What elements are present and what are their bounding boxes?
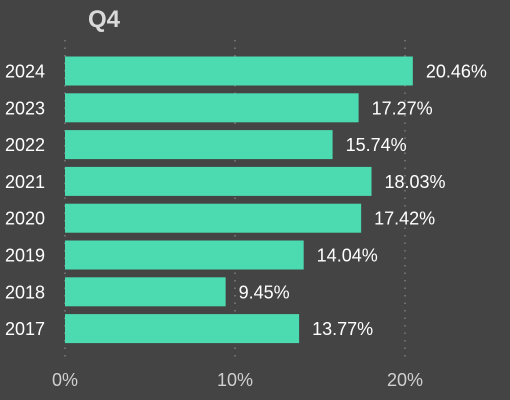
category-label-2021: 2021	[5, 172, 45, 192]
gridlines	[64, 40, 406, 360]
category-label-2020: 2020	[5, 209, 45, 229]
value-label-2020: 17.42%	[374, 209, 435, 229]
bar-2024	[65, 56, 413, 86]
category-label-2022: 2022	[5, 135, 45, 155]
value-axis: 0% 10% 20%	[52, 370, 423, 390]
value-label-2019: 14.04%	[317, 246, 378, 266]
bar-2020	[65, 203, 362, 233]
bar-2022	[65, 130, 333, 160]
value-label-2017: 13.77%	[312, 319, 373, 339]
value-label-2018: 9.45%	[239, 282, 290, 302]
value-label-2023: 17.27%	[372, 98, 433, 118]
category-axis: 2024 2023 2022 2021 2020 2019 2018 2017	[5, 62, 45, 340]
bar-2019	[65, 240, 304, 270]
category-label-2017: 2017	[5, 319, 45, 339]
x-tick-label: 10%	[217, 370, 253, 390]
chart-title: Q4	[88, 6, 121, 33]
category-label-2023: 2023	[5, 98, 45, 118]
bar-2018	[65, 277, 226, 307]
bar-2017	[65, 314, 300, 344]
value-label-2021: 18.03%	[385, 172, 446, 192]
x-tick-label: 20%	[387, 370, 423, 390]
bar-2021	[65, 166, 372, 196]
bar-2023	[65, 93, 359, 123]
bars	[65, 56, 413, 344]
value-labels: 20.46% 17.27% 15.74% 18.03% 17.42% 14.04% 9.45…	[239, 62, 487, 340]
category-label-2018: 2018	[5, 282, 45, 302]
value-label-2022: 15.74%	[346, 135, 407, 155]
category-label-2024: 2024	[5, 62, 45, 82]
category-label-2019: 2019	[5, 246, 45, 266]
x-tick-label: 0%	[52, 370, 78, 390]
value-label-2024: 20.46%	[426, 62, 487, 82]
